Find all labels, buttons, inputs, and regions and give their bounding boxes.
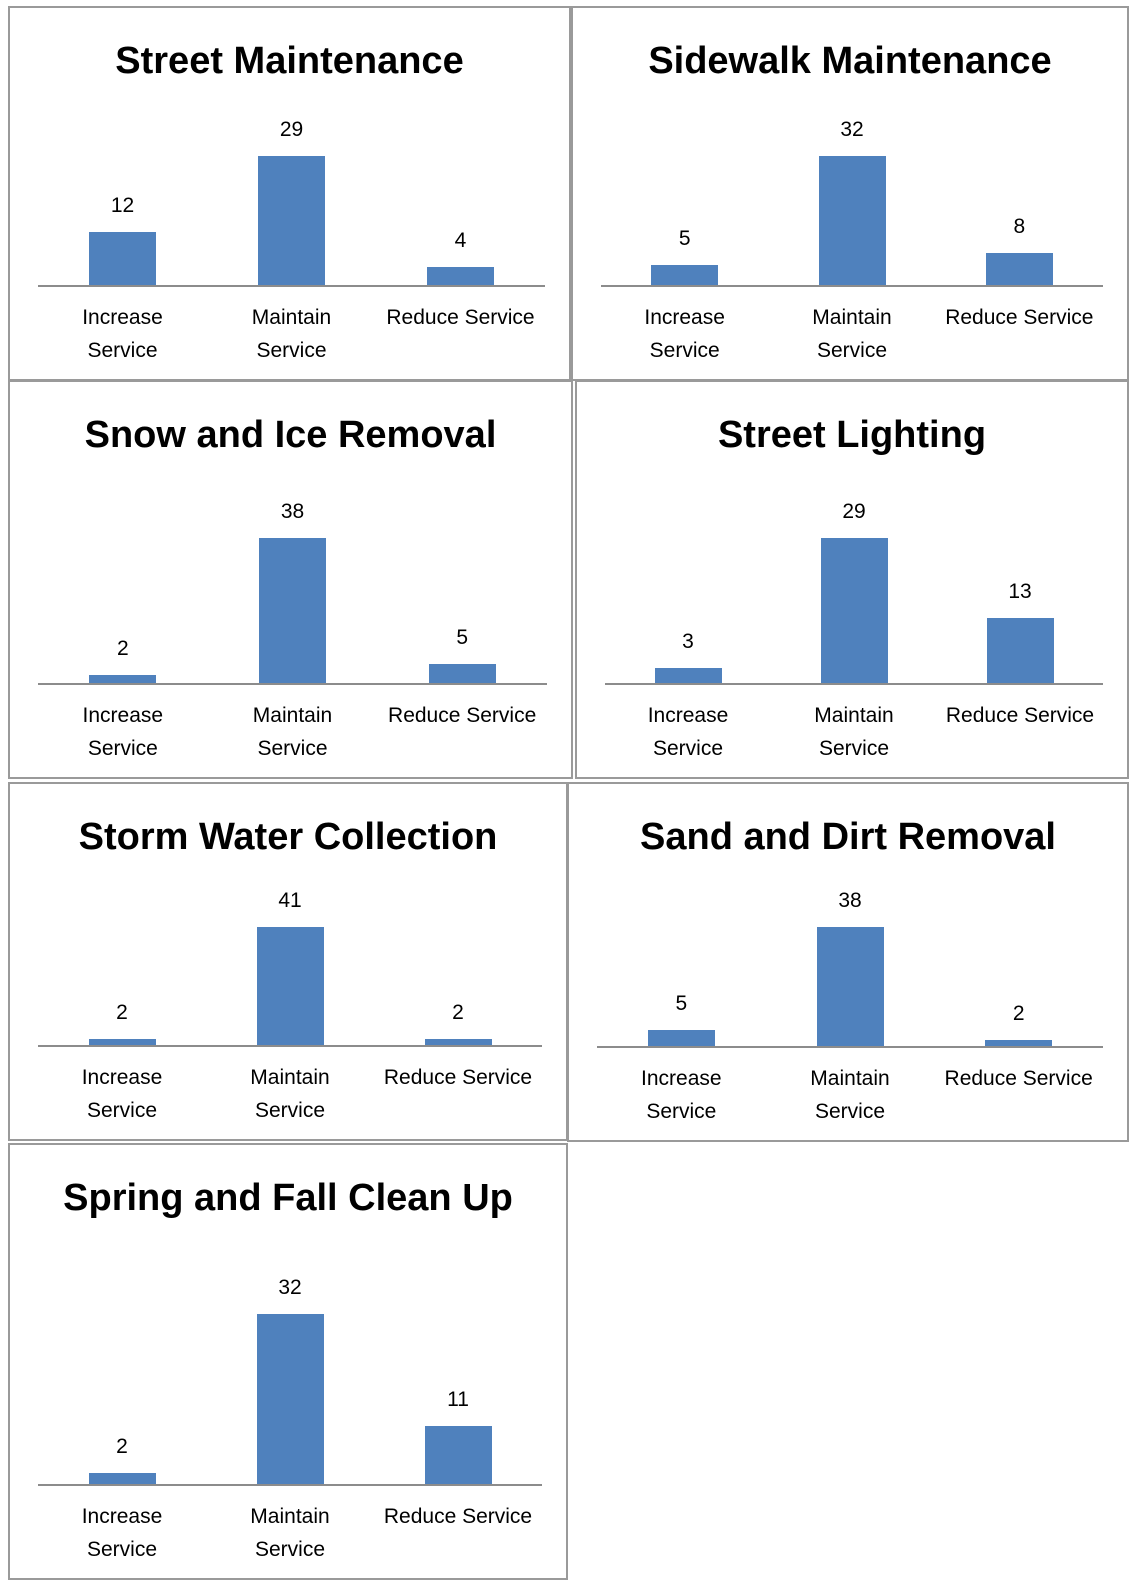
data-label: 3: [682, 630, 694, 654]
x-axis: [597, 1046, 1103, 1048]
x-tick-label: Reduce Service: [383, 1066, 533, 1089]
chart-title: Sidewalk Maintenance: [648, 40, 1052, 82]
x-tick-label: Reduce Service: [944, 1067, 1093, 1090]
data-label: 2: [116, 1435, 128, 1459]
bar: [427, 267, 494, 285]
x-axis: [38, 1484, 542, 1486]
bar: [985, 252, 1053, 285]
bar: [816, 927, 884, 1046]
x-tick-label: Maintain Service: [812, 306, 892, 362]
x-tick-label: Maintain Service: [250, 1066, 330, 1122]
chart-title: Storm Water Collection: [78, 816, 498, 858]
chart-title: Street Lighting: [717, 414, 987, 456]
data-label: 5: [456, 625, 468, 649]
data-label: 2: [116, 1001, 128, 1025]
bar: [256, 1314, 324, 1484]
bar: [654, 668, 722, 683]
bar: [428, 663, 496, 683]
chart-panel: Sidewalk Maintenance 5 Increase Service 32 M…: [571, 6, 1129, 381]
data-label: 5: [675, 992, 688, 1016]
x-axis: [605, 683, 1103, 685]
bar: [88, 1039, 156, 1045]
chart-panel: Snow and Ice Removal 2 Increase Service 38 M…: [8, 380, 573, 779]
x-tick-label: Reduce Service: [945, 704, 1095, 727]
bar: [259, 538, 326, 683]
x-tick-label: Increase Service: [647, 704, 729, 760]
x-tick-label: Maintain Service: [810, 1067, 890, 1123]
chart-title: Spring and Fall Clean Up: [63, 1177, 513, 1219]
bar: [651, 264, 719, 285]
data-label: 4: [454, 229, 467, 253]
x-tick-label: Maintain Service: [251, 306, 332, 362]
data-label: 32: [278, 1276, 302, 1300]
bar: [424, 1425, 492, 1484]
bar: [89, 231, 156, 285]
data-label: 29: [842, 500, 866, 524]
x-tick-label: Increase Service: [82, 704, 164, 760]
x-tick-label: Reduce Service: [386, 306, 535, 329]
data-label: 38: [838, 889, 862, 913]
x-tick-label: Maintain Service: [250, 1505, 330, 1561]
bar: [258, 156, 325, 285]
chart-title: Sand and Dirt Removal: [640, 816, 1056, 858]
x-tick-label: Maintain Service: [814, 704, 894, 760]
data-label: 2: [452, 1001, 464, 1025]
bar: [820, 538, 888, 683]
chart-title: Snow and Ice Removal: [84, 414, 497, 456]
bar: [818, 156, 886, 285]
data-label: 32: [840, 118, 864, 142]
x-tick-label: Increase Service: [82, 306, 163, 362]
bar: [986, 618, 1054, 683]
chart-panel: Street Lighting 3 Increase Service 29 Mainta…: [575, 380, 1129, 779]
bar: [647, 1030, 715, 1046]
x-tick-label: Increase Service: [641, 1067, 722, 1123]
chart-panel: Street Maintenance 12 Increase Service 29 Ma…: [8, 6, 571, 381]
bar: [88, 1473, 156, 1484]
data-label: 13: [1008, 580, 1032, 604]
x-axis: [38, 285, 545, 287]
data-label: 8: [1013, 214, 1026, 238]
x-axis: [38, 683, 547, 685]
x-tick-label: Maintain Service: [252, 704, 333, 760]
data-label: 38: [280, 500, 305, 524]
bar: [89, 675, 157, 683]
bar: [985, 1039, 1053, 1046]
data-label: 2: [116, 637, 129, 661]
x-axis: [38, 1045, 542, 1047]
x-tick-label: Increase Service: [81, 1066, 163, 1122]
data-label: 12: [110, 193, 135, 217]
data-label: 41: [278, 888, 302, 912]
data-label: 11: [447, 1387, 469, 1411]
chart-panel: Sand and Dirt Removal 5 Increase Service 38…: [567, 782, 1129, 1142]
chart-panel: Spring and Fall Clean Up 2 Increase Servic…: [8, 1143, 568, 1580]
x-tick-label: Increase Service: [81, 1505, 163, 1561]
x-tick-label: Increase Service: [644, 306, 725, 362]
bar: [424, 1039, 492, 1045]
x-tick-label: Reduce Service: [945, 306, 1094, 329]
chart-panel: Storm Water Collection 2 Increase Service 4…: [8, 782, 568, 1141]
data-label: 29: [279, 118, 304, 142]
chart-title: Street Maintenance: [115, 40, 464, 82]
data-label: 5: [678, 226, 691, 250]
x-tick-label: Reduce Service: [383, 1505, 533, 1528]
bar: [256, 926, 324, 1045]
x-tick-label: Reduce Service: [388, 704, 537, 727]
x-axis: [601, 285, 1103, 287]
data-label: 2: [1012, 1001, 1025, 1025]
